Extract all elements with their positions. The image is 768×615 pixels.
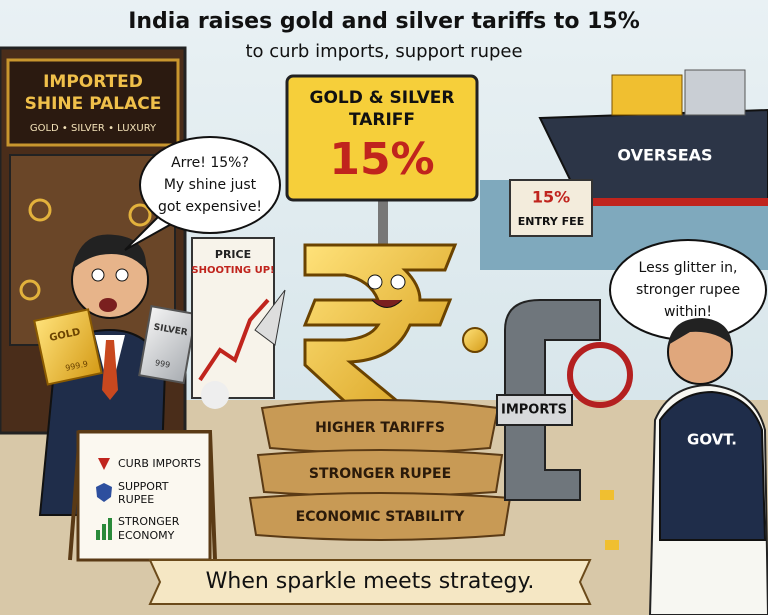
speech-bubble-left-part (139, 136, 281, 234)
speech-line: My shine just (164, 177, 257, 193)
title: India raises gold and silver tariffs to … (128, 9, 640, 34)
govt-label: GOVT. (687, 431, 737, 449)
govt-man-part (659, 390, 767, 541)
shop-tagline: GOLD • SILVER • LUXURY (30, 123, 157, 134)
entry-label: ENTRY FEE (518, 215, 584, 228)
price-sign-part (198, 298, 270, 382)
banner-part (148, 559, 592, 605)
banner-text: When sparkle meets strategy. (206, 569, 535, 594)
benefit-line: ECONOMY (118, 529, 175, 542)
price-sign-part (201, 381, 229, 409)
worried-man-part-part (33, 308, 103, 386)
sack-label: HIGHER TARIFFS (315, 420, 445, 436)
pipe: IMPORTS (496, 299, 633, 550)
sacks-part (248, 492, 512, 541)
benefits-board-part (98, 458, 110, 470)
ship-label: OVERSEAS (617, 146, 712, 165)
rupee-mascot-part (390, 274, 406, 290)
subtitle: to curb imports, support rupee (245, 41, 522, 62)
ship-part (684, 69, 746, 116)
silver-bar-purity: 999 (154, 358, 171, 370)
govt-man-part (668, 318, 732, 345)
tariff-sign: GOLD & SILVER TARIFF 15% (285, 74, 479, 250)
worried-man-part (115, 268, 129, 282)
entry-rate: 15% (532, 188, 570, 207)
entry-sign: 15% ENTRY FEE (509, 179, 768, 237)
speech-line: Less glitter in, (639, 260, 738, 276)
tariff-sign-part (378, 200, 388, 250)
worried-man-part (99, 298, 117, 312)
benefit-line: STRONGER (118, 515, 180, 528)
pipe-part (605, 540, 619, 550)
benefits-board: CURB IMPORTS SUPPORT RUPEE STRONGER ECON… (68, 430, 217, 562)
banner: When sparkle meets strategy. (148, 559, 592, 605)
entry-sign-part (509, 179, 593, 237)
price-line: SHOOTING UP! (191, 265, 274, 276)
speech-line: got expensive! (158, 199, 262, 215)
pipe-part (504, 299, 601, 501)
benefit-line: CURB IMPORTS (118, 457, 201, 470)
benefits-board-part (108, 518, 112, 540)
worried-man-part-part (138, 305, 197, 385)
benefits-board-part (96, 483, 112, 502)
benefit-line: SUPPORT (118, 480, 169, 493)
tariff-rate: 15% (329, 134, 434, 185)
pipe-part (567, 342, 633, 408)
rupee-mascot-part (371, 299, 403, 308)
shop-part (128, 203, 152, 227)
shop-name: SHINE PALACE (25, 94, 162, 114)
header: India raises gold and silver tariffs to … (128, 9, 640, 62)
shop-part (19, 279, 41, 301)
tariff-title: TARIFF (349, 110, 415, 130)
sack-label: STRONGER RUPEE (309, 466, 451, 482)
worried-man-part (72, 234, 147, 270)
tariff-sign-part (285, 74, 479, 202)
benefit-line: RUPEE (118, 493, 154, 506)
price-sign: PRICE SHOOTING UP! (191, 237, 286, 409)
shop-name: IMPORTED (43, 72, 143, 92)
pipe-part (600, 490, 614, 500)
shop-part (28, 198, 52, 222)
worried-man-part: GOLD 999.9 (33, 308, 103, 386)
price-sign-part (254, 289, 286, 346)
rupee-mascot-part (462, 327, 488, 353)
price-line: PRICE (215, 248, 251, 261)
ship-part (611, 74, 683, 116)
pipe-part (496, 394, 573, 426)
govt-man: GOVT. (648, 318, 768, 615)
worried-man-part (91, 268, 105, 282)
pipe-label: IMPORTS (501, 403, 567, 418)
sack-label: ECONOMIC STABILITY (296, 509, 466, 525)
ship: OVERSEAS (538, 69, 768, 207)
entry-sign-part (590, 198, 768, 206)
speech-line: within! (664, 304, 712, 320)
worried-man-part (102, 340, 118, 400)
worried-man-part: SILVER 999 (138, 305, 197, 385)
speech-line: stronger rupee (636, 282, 740, 298)
tariff-title: GOLD & SILVER (310, 88, 455, 108)
benefits-board-part (96, 530, 100, 540)
sacks: HIGHER TARIFFS STRONGER RUPEE ECONOMIC S… (248, 399, 512, 541)
shop-part (6, 58, 180, 147)
speech-bubble-left: Arre! 15%? My shine just got expensive! (124, 136, 281, 251)
speech-line: Arre! 15%? (171, 155, 249, 171)
rupee-mascot-part (367, 274, 383, 290)
benefits-board-part (102, 524, 106, 540)
